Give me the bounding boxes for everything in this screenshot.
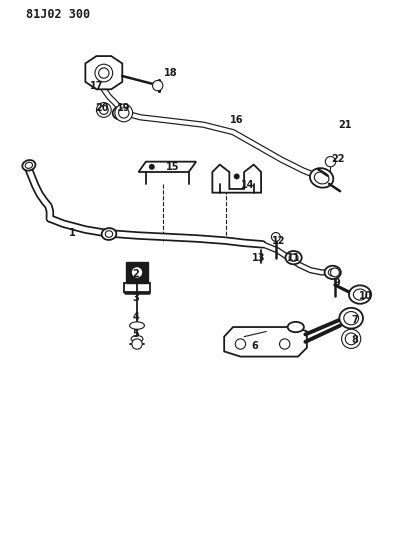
Text: 17: 17 — [90, 80, 103, 91]
Text: 13: 13 — [252, 253, 266, 263]
Text: 9: 9 — [333, 278, 340, 288]
Circle shape — [234, 173, 240, 180]
Circle shape — [341, 329, 361, 349]
Text: 8: 8 — [351, 335, 358, 345]
Text: 5: 5 — [132, 329, 139, 340]
Ellipse shape — [353, 289, 367, 300]
Ellipse shape — [328, 269, 337, 276]
Circle shape — [330, 268, 339, 277]
Circle shape — [132, 339, 142, 349]
Ellipse shape — [339, 308, 363, 328]
Text: 18: 18 — [164, 68, 177, 78]
Text: 1: 1 — [69, 228, 75, 238]
Circle shape — [149, 164, 155, 170]
Text: 20: 20 — [95, 103, 108, 113]
Circle shape — [153, 80, 163, 91]
Circle shape — [98, 68, 109, 78]
Ellipse shape — [113, 106, 129, 119]
Text: 11: 11 — [287, 253, 300, 263]
Text: 4: 4 — [132, 312, 139, 322]
Text: 2: 2 — [132, 269, 139, 279]
Text: 21: 21 — [339, 120, 352, 130]
Ellipse shape — [289, 254, 298, 261]
Ellipse shape — [116, 109, 125, 117]
Circle shape — [95, 64, 113, 82]
Ellipse shape — [102, 228, 116, 240]
Circle shape — [271, 232, 280, 241]
FancyBboxPatch shape — [126, 262, 148, 282]
Polygon shape — [85, 56, 122, 90]
Ellipse shape — [22, 160, 35, 171]
Circle shape — [96, 102, 111, 117]
Ellipse shape — [288, 322, 304, 332]
Circle shape — [118, 108, 129, 118]
Polygon shape — [138, 161, 196, 172]
Circle shape — [115, 104, 133, 122]
Ellipse shape — [285, 251, 302, 264]
Circle shape — [325, 157, 336, 167]
Text: 3: 3 — [132, 293, 139, 303]
Polygon shape — [224, 327, 307, 357]
Ellipse shape — [105, 231, 113, 237]
Ellipse shape — [349, 285, 371, 304]
Text: 14: 14 — [241, 180, 254, 190]
Text: 19: 19 — [117, 103, 131, 113]
Ellipse shape — [344, 312, 359, 325]
Circle shape — [132, 267, 142, 278]
Circle shape — [345, 333, 357, 345]
Text: 16: 16 — [230, 115, 243, 125]
Ellipse shape — [25, 163, 33, 168]
Ellipse shape — [130, 322, 144, 329]
Ellipse shape — [325, 266, 341, 279]
Text: 81J02 300: 81J02 300 — [26, 8, 90, 21]
Text: 10: 10 — [359, 291, 373, 301]
Text: 22: 22 — [331, 155, 345, 165]
Circle shape — [235, 339, 245, 349]
Circle shape — [280, 339, 290, 349]
Text: 6: 6 — [252, 341, 258, 351]
Text: 15: 15 — [166, 162, 179, 172]
Polygon shape — [212, 165, 261, 192]
Text: 12: 12 — [272, 236, 286, 246]
Text: 7: 7 — [352, 314, 358, 325]
Ellipse shape — [310, 168, 333, 188]
Circle shape — [99, 106, 108, 115]
Ellipse shape — [131, 336, 143, 342]
Ellipse shape — [314, 172, 329, 184]
